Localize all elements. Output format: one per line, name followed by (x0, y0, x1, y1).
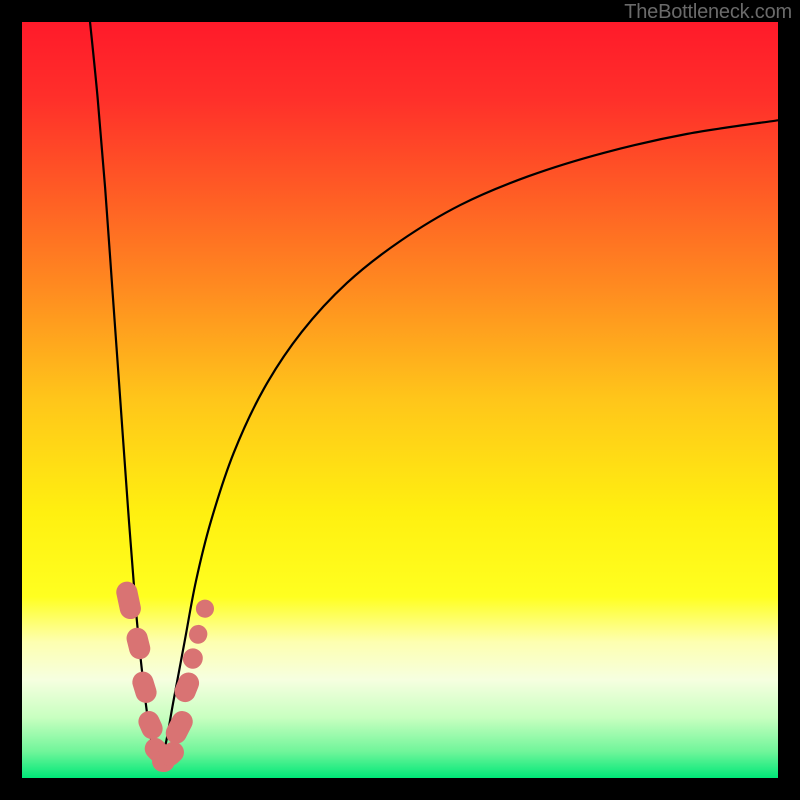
watermark-text: TheBottleneck.com (624, 1, 792, 24)
plot-background (22, 22, 778, 778)
chart-frame: TheBottleneck.com (0, 0, 800, 800)
bottleneck-curve-plot (22, 22, 778, 778)
